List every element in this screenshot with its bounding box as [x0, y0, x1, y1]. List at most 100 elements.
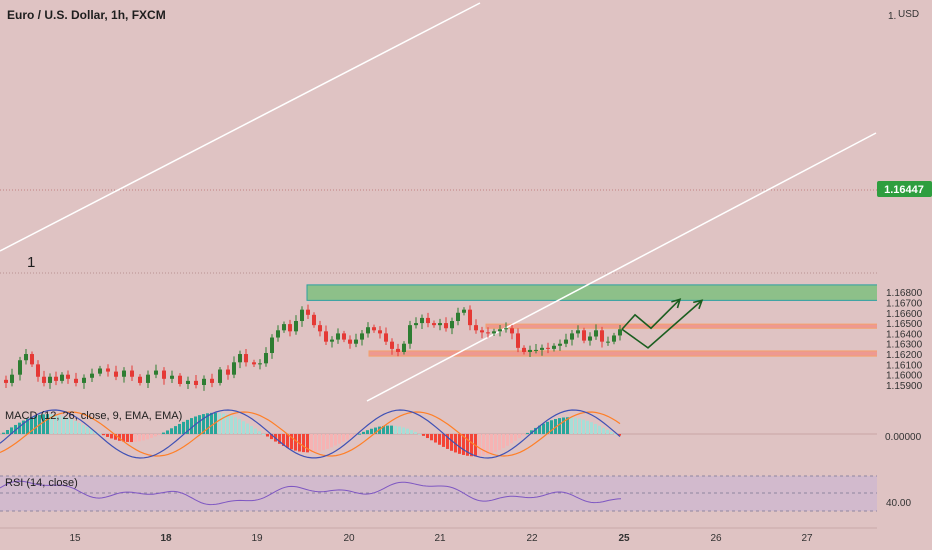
candle-body [480, 330, 484, 333]
price-tick: 1.16500 [886, 319, 923, 330]
candle-body [162, 370, 166, 379]
macd-histogram-bar [150, 434, 153, 438]
candle-body [122, 370, 126, 377]
macd-histogram-bar [370, 428, 373, 434]
price-axis[interactable] [877, 0, 932, 528]
macd-histogram-bar [534, 427, 537, 434]
macd-histogram-bar [438, 434, 441, 445]
macd-histogram-bar [418, 433, 421, 435]
time-tick: 15 [69, 533, 81, 544]
trendlines [0, 2, 877, 402]
candle-body [402, 343, 406, 352]
macd-histogram-bar [542, 423, 545, 434]
macd-histogram-bar [426, 434, 429, 439]
price-ticks: 1.168001.167001.166001.165001.164001.163… [886, 288, 923, 392]
candle-body [564, 339, 568, 344]
candle-body [540, 347, 544, 350]
candle-body [54, 376, 58, 381]
macd-histogram-bar [506, 434, 509, 446]
macd-histogram-bar [66, 417, 69, 434]
candle-body [202, 378, 206, 385]
candle-body [30, 354, 34, 365]
candle-body [330, 339, 334, 342]
macd-histogram-bar [82, 424, 85, 434]
macd-histogram-bar [490, 434, 493, 454]
candle-body [414, 323, 418, 326]
macd-histogram-bar [218, 412, 221, 434]
macd-histogram-bar [178, 423, 181, 434]
macd-histogram-bar [154, 434, 157, 437]
candle-body [588, 336, 592, 341]
candle-body [498, 329, 502, 332]
time-tick: 25 [618, 533, 630, 544]
candle-body [294, 321, 298, 332]
macd-histogram-bar [446, 434, 449, 449]
macd-histogram-bar [30, 417, 33, 434]
macd-histogram-bar [250, 425, 253, 434]
macd-histogram-bar [42, 414, 45, 434]
candle-body [130, 370, 134, 377]
candle-body [510, 328, 514, 334]
candle-body [570, 333, 574, 340]
rsi-level-label: 40.00 [886, 498, 911, 509]
macd-histogram-bar [186, 419, 189, 434]
macd-histogram-bar [406, 428, 409, 434]
macd-histogram-bar [230, 415, 233, 434]
candle-body [528, 349, 532, 352]
candle-body [432, 323, 436, 326]
macd-histogram-bar [554, 419, 557, 434]
candle-body [378, 330, 382, 334]
time-axis[interactable]: 15 18 19 20 21 22 25 26 27 [69, 533, 813, 544]
price-tick: 1.16800 [886, 288, 923, 299]
candle-body [82, 377, 86, 383]
macd-histogram-bar [34, 415, 37, 434]
candle-body [232, 362, 236, 375]
macd-histogram-bar [102, 434, 105, 436]
candle-body [594, 330, 598, 337]
projection-path-b [621, 299, 703, 349]
macd-histogram-bar [422, 434, 425, 436]
candle-body [312, 314, 316, 326]
macd-histogram-bar [62, 416, 65, 434]
macd-histogram-bar [546, 421, 549, 434]
candle-body [306, 309, 310, 315]
macd-histogram-bar [270, 434, 273, 440]
candle-body [276, 330, 280, 338]
macd-histogram-bar [598, 425, 601, 434]
candle-body [552, 345, 556, 349]
upper-resistance-zone [485, 323, 879, 329]
macd-histogram-bar [326, 434, 329, 449]
macd-histogram-bar [22, 420, 25, 434]
macd-histogram-bar [198, 415, 201, 434]
macd-histogram-bar [266, 434, 269, 437]
upper-channel-line [0, 2, 481, 252]
candle-body [42, 376, 46, 383]
macd-histogram-bar [362, 431, 365, 434]
macd-histogram-bar [294, 434, 297, 451]
wave-annotation: 1 [27, 254, 35, 271]
macd-histogram-bar [2, 432, 5, 434]
macd-histogram-bar [58, 415, 61, 434]
macd-histogram-bar [142, 434, 145, 441]
macd-histogram-bar [502, 434, 505, 449]
currency-label: USD [898, 9, 919, 20]
candle-body [354, 339, 358, 344]
candle-body [474, 325, 478, 331]
candle-body [426, 317, 430, 324]
candle-body [66, 374, 70, 379]
candle-body [98, 368, 102, 374]
macd-histogram-bar [114, 434, 117, 440]
time-tick: 22 [526, 533, 538, 544]
macd-pane [0, 409, 877, 459]
candle-body [462, 309, 466, 313]
macd-histogram-bar [514, 434, 517, 441]
macd-histogram-bar [566, 417, 569, 434]
macd-histogram-bar [322, 434, 325, 451]
time-tick: 26 [710, 533, 722, 544]
macd-histogram-bar [158, 434, 161, 435]
candle-body [146, 374, 150, 383]
macd-histogram-bar [262, 433, 265, 435]
projection-arrowhead-b [693, 299, 704, 310]
candle-body [558, 343, 562, 346]
